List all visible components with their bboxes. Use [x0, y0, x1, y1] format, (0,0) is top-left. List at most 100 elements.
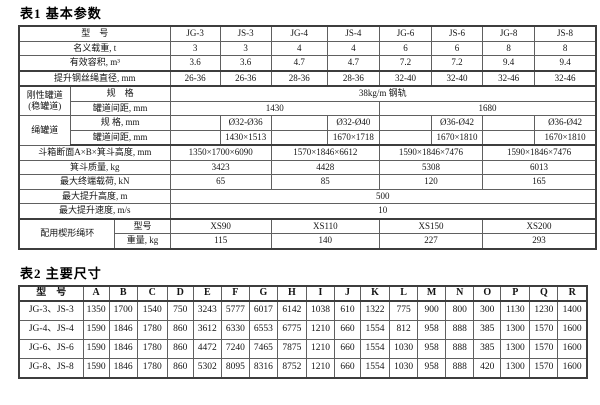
row-label-cell: 最大提升高度, m: [18, 188, 171, 204]
table-row: 绳罐道规 格, mm Ø32-Ø36 Ø32-Ø40 Ø36-Ø42 Ø36-Ø42: [18, 115, 597, 146]
table-row: 最大提升速度, m/s 10: [18, 203, 597, 220]
value-cell: 65: [169, 174, 272, 190]
table2-title: 表2 主要尺寸: [20, 265, 102, 281]
value-cell: 958: [417, 357, 447, 378]
model-cell: JG-8、JS-8: [18, 357, 84, 378]
value-cell: 385: [473, 338, 502, 359]
row-label-cell: 罐道间距, mm: [69, 100, 171, 116]
value-cell: 1780: [136, 357, 168, 378]
column-header: Q: [529, 285, 559, 302]
value-cell: 1600: [557, 319, 588, 340]
table-row: 刚性罐道 (稳罐道) 规 格 38kg/m 钢轨: [18, 85, 597, 116]
table-row: 型 号 JG-3 JS-3 JG-4 JS-4 JG-6 JS-6 JG-8 JS-8: [18, 25, 597, 42]
value-cell: 1590×1846×7476: [378, 144, 484, 161]
value-cell: XS90: [169, 218, 272, 234]
value-cell: 1680: [378, 100, 597, 116]
value-cell: XS200: [482, 218, 597, 234]
value-cell: JS-4: [326, 25, 380, 42]
value-cell: 812: [389, 319, 419, 340]
column-header: N: [445, 285, 475, 302]
value-cell: 32-40: [378, 70, 433, 87]
value-cell: 7.2: [430, 55, 484, 72]
value-cell: 7240: [220, 338, 250, 359]
value-cell: 3.6: [169, 55, 221, 72]
value-cell: 888: [445, 319, 475, 340]
value-cell: 1554: [360, 357, 391, 378]
value-cell: 4428: [270, 159, 380, 175]
value-cell: 38kg/m 钢轨: [169, 85, 597, 102]
value-cell: 6330: [220, 319, 250, 340]
value-cell: 8316: [248, 357, 278, 378]
value-cell: XS150: [378, 218, 484, 234]
value-cell: 420: [473, 357, 502, 378]
value-cell: 7465: [248, 338, 278, 359]
row-label-cell: 刚性罐道 (稳罐道): [18, 85, 71, 116]
value-cell: 5302: [192, 357, 222, 378]
value-cell: [378, 115, 433, 131]
value-cell: JS-8: [534, 25, 597, 42]
value-cell: 1210: [305, 338, 336, 359]
table-row: 重量, kg 115 140 227 293: [19, 233, 597, 249]
value-cell: 85: [270, 174, 380, 190]
value-cell: 1700: [108, 300, 138, 321]
value-cell: 120: [378, 174, 484, 190]
value-cell: 1846: [108, 338, 138, 359]
value-cell: [169, 115, 221, 131]
table-row: 最大提升高度, m 500: [18, 188, 597, 204]
value-cell: 32-46: [534, 70, 597, 87]
table-row: JG-3、JS-3 1350 1700 1540 750 3243 5777 6017 6142…: [18, 300, 588, 321]
value-cell: 3: [169, 40, 221, 56]
column-header: L: [389, 285, 419, 302]
value-cell: 9.4: [482, 55, 536, 72]
value-cell: 115: [169, 233, 272, 249]
row-label-cell: 名义载重, t: [18, 40, 171, 56]
value-cell: 7875: [276, 338, 307, 359]
value-cell: [378, 129, 433, 146]
row-label-cell: 最大终端载荷, kN: [18, 174, 171, 190]
value-cell: 6142: [276, 300, 307, 321]
value-cell: 8: [534, 40, 597, 56]
value-cell: 3423: [169, 159, 272, 175]
column-header: I: [305, 285, 336, 302]
value-cell: 8095: [220, 357, 250, 378]
value-cell: 1846: [108, 357, 138, 378]
value-cell: 1846: [108, 319, 138, 340]
column-header: P: [500, 285, 531, 302]
value-cell: 1210: [305, 319, 336, 340]
row-label-cell: 箕斗质量, kg: [18, 159, 171, 175]
table-row: 罐道间距, mm 1430×1513 1670×1718 1670×1810 1670×…: [19, 129, 597, 146]
row-label-cell: 重量, kg: [114, 233, 171, 249]
value-cell: 860: [166, 338, 194, 359]
value-cell: 1570: [529, 357, 559, 378]
value-cell: 958: [417, 338, 447, 359]
column-header: G: [248, 285, 278, 302]
value-cell: 1670×1810: [534, 129, 597, 146]
table1-title: 表1 基本参数: [20, 6, 102, 21]
value-cell: XS110: [270, 218, 380, 234]
value-cell: 1300: [500, 319, 531, 340]
value-cell: JG-4: [270, 25, 328, 42]
value-cell: 750: [166, 300, 194, 321]
value-cell: 1590: [82, 338, 110, 359]
value-cell: 958: [417, 319, 447, 340]
value-cell: 5308: [378, 159, 484, 175]
value-cell: 1600: [557, 338, 588, 359]
value-cell: 660: [333, 319, 362, 340]
value-cell: [270, 129, 328, 146]
value-cell: [270, 115, 328, 131]
table-row: JG-4、JS-4 1590 1846 1780 860 3612 6330 6553 6775…: [18, 319, 588, 340]
table-row: 有效容积, m³ 3.6 3.6 4.7 4.7 7.2 7.2 9.4 9.4: [18, 55, 597, 72]
value-cell: 1590: [82, 357, 110, 378]
value-cell: JG-3: [169, 25, 221, 42]
table-row: 斗箱断面A×B×箕斗高度, mm 1350×1700×6090 1570×1846×…: [18, 144, 597, 161]
value-cell: 4: [326, 40, 380, 56]
value-cell: JS-3: [219, 25, 272, 42]
value-cell: 6013: [482, 159, 597, 175]
value-cell: 5777: [220, 300, 250, 321]
value-cell: 4.7: [326, 55, 380, 72]
value-cell: 28-36: [270, 70, 328, 87]
value-cell: 4.7: [270, 55, 328, 72]
